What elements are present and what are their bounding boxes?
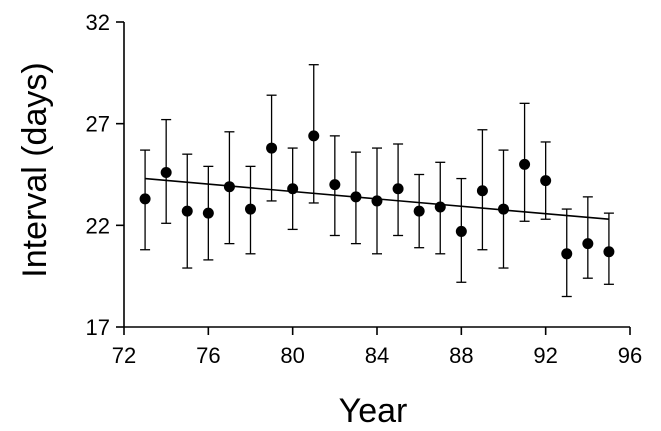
data-point: [392, 183, 404, 195]
data-point: [519, 158, 531, 170]
data-point: [498, 203, 509, 215]
data-point: [582, 238, 594, 250]
data-point: [540, 175, 552, 187]
axes: 72 76 80 84 88 92 96 17 22 27 32: [86, 10, 643, 368]
x-tick-label: 76: [196, 343, 220, 368]
data-point: [413, 205, 425, 217]
x-tick-label: 80: [280, 343, 304, 368]
data-points: [139, 130, 615, 260]
data-point: [371, 195, 383, 207]
x-tick-label: 84: [365, 343, 389, 368]
data-point: [476, 185, 488, 197]
error-bar: [582, 196, 593, 279]
data-point: [181, 205, 193, 217]
data-point: [434, 201, 446, 213]
data-point: [455, 225, 467, 237]
data-point: [160, 166, 172, 178]
y-tick-label: 17: [86, 315, 110, 340]
data-point: [223, 181, 235, 193]
data-point: [266, 142, 278, 154]
data-point: [287, 183, 299, 195]
data-point: [329, 179, 341, 191]
data-point: [202, 207, 214, 219]
data-point: [350, 191, 362, 203]
data-point: [245, 203, 256, 215]
y-tick-label: 27: [86, 112, 110, 137]
data-point: [561, 248, 573, 260]
y-axis-title: Interval (days): [16, 62, 54, 277]
data-point: [139, 193, 151, 205]
data-point: [308, 130, 320, 142]
y-tick-label: 32: [86, 10, 110, 35]
data-point: [603, 246, 615, 258]
x-tick-label: 92: [533, 343, 557, 368]
x-axis-title: Year: [339, 392, 408, 430]
x-tick-label: 88: [449, 343, 473, 368]
x-tick-label: 96: [618, 343, 642, 368]
y-tick-label: 22: [86, 213, 110, 238]
x-tick-label: 72: [112, 343, 136, 368]
